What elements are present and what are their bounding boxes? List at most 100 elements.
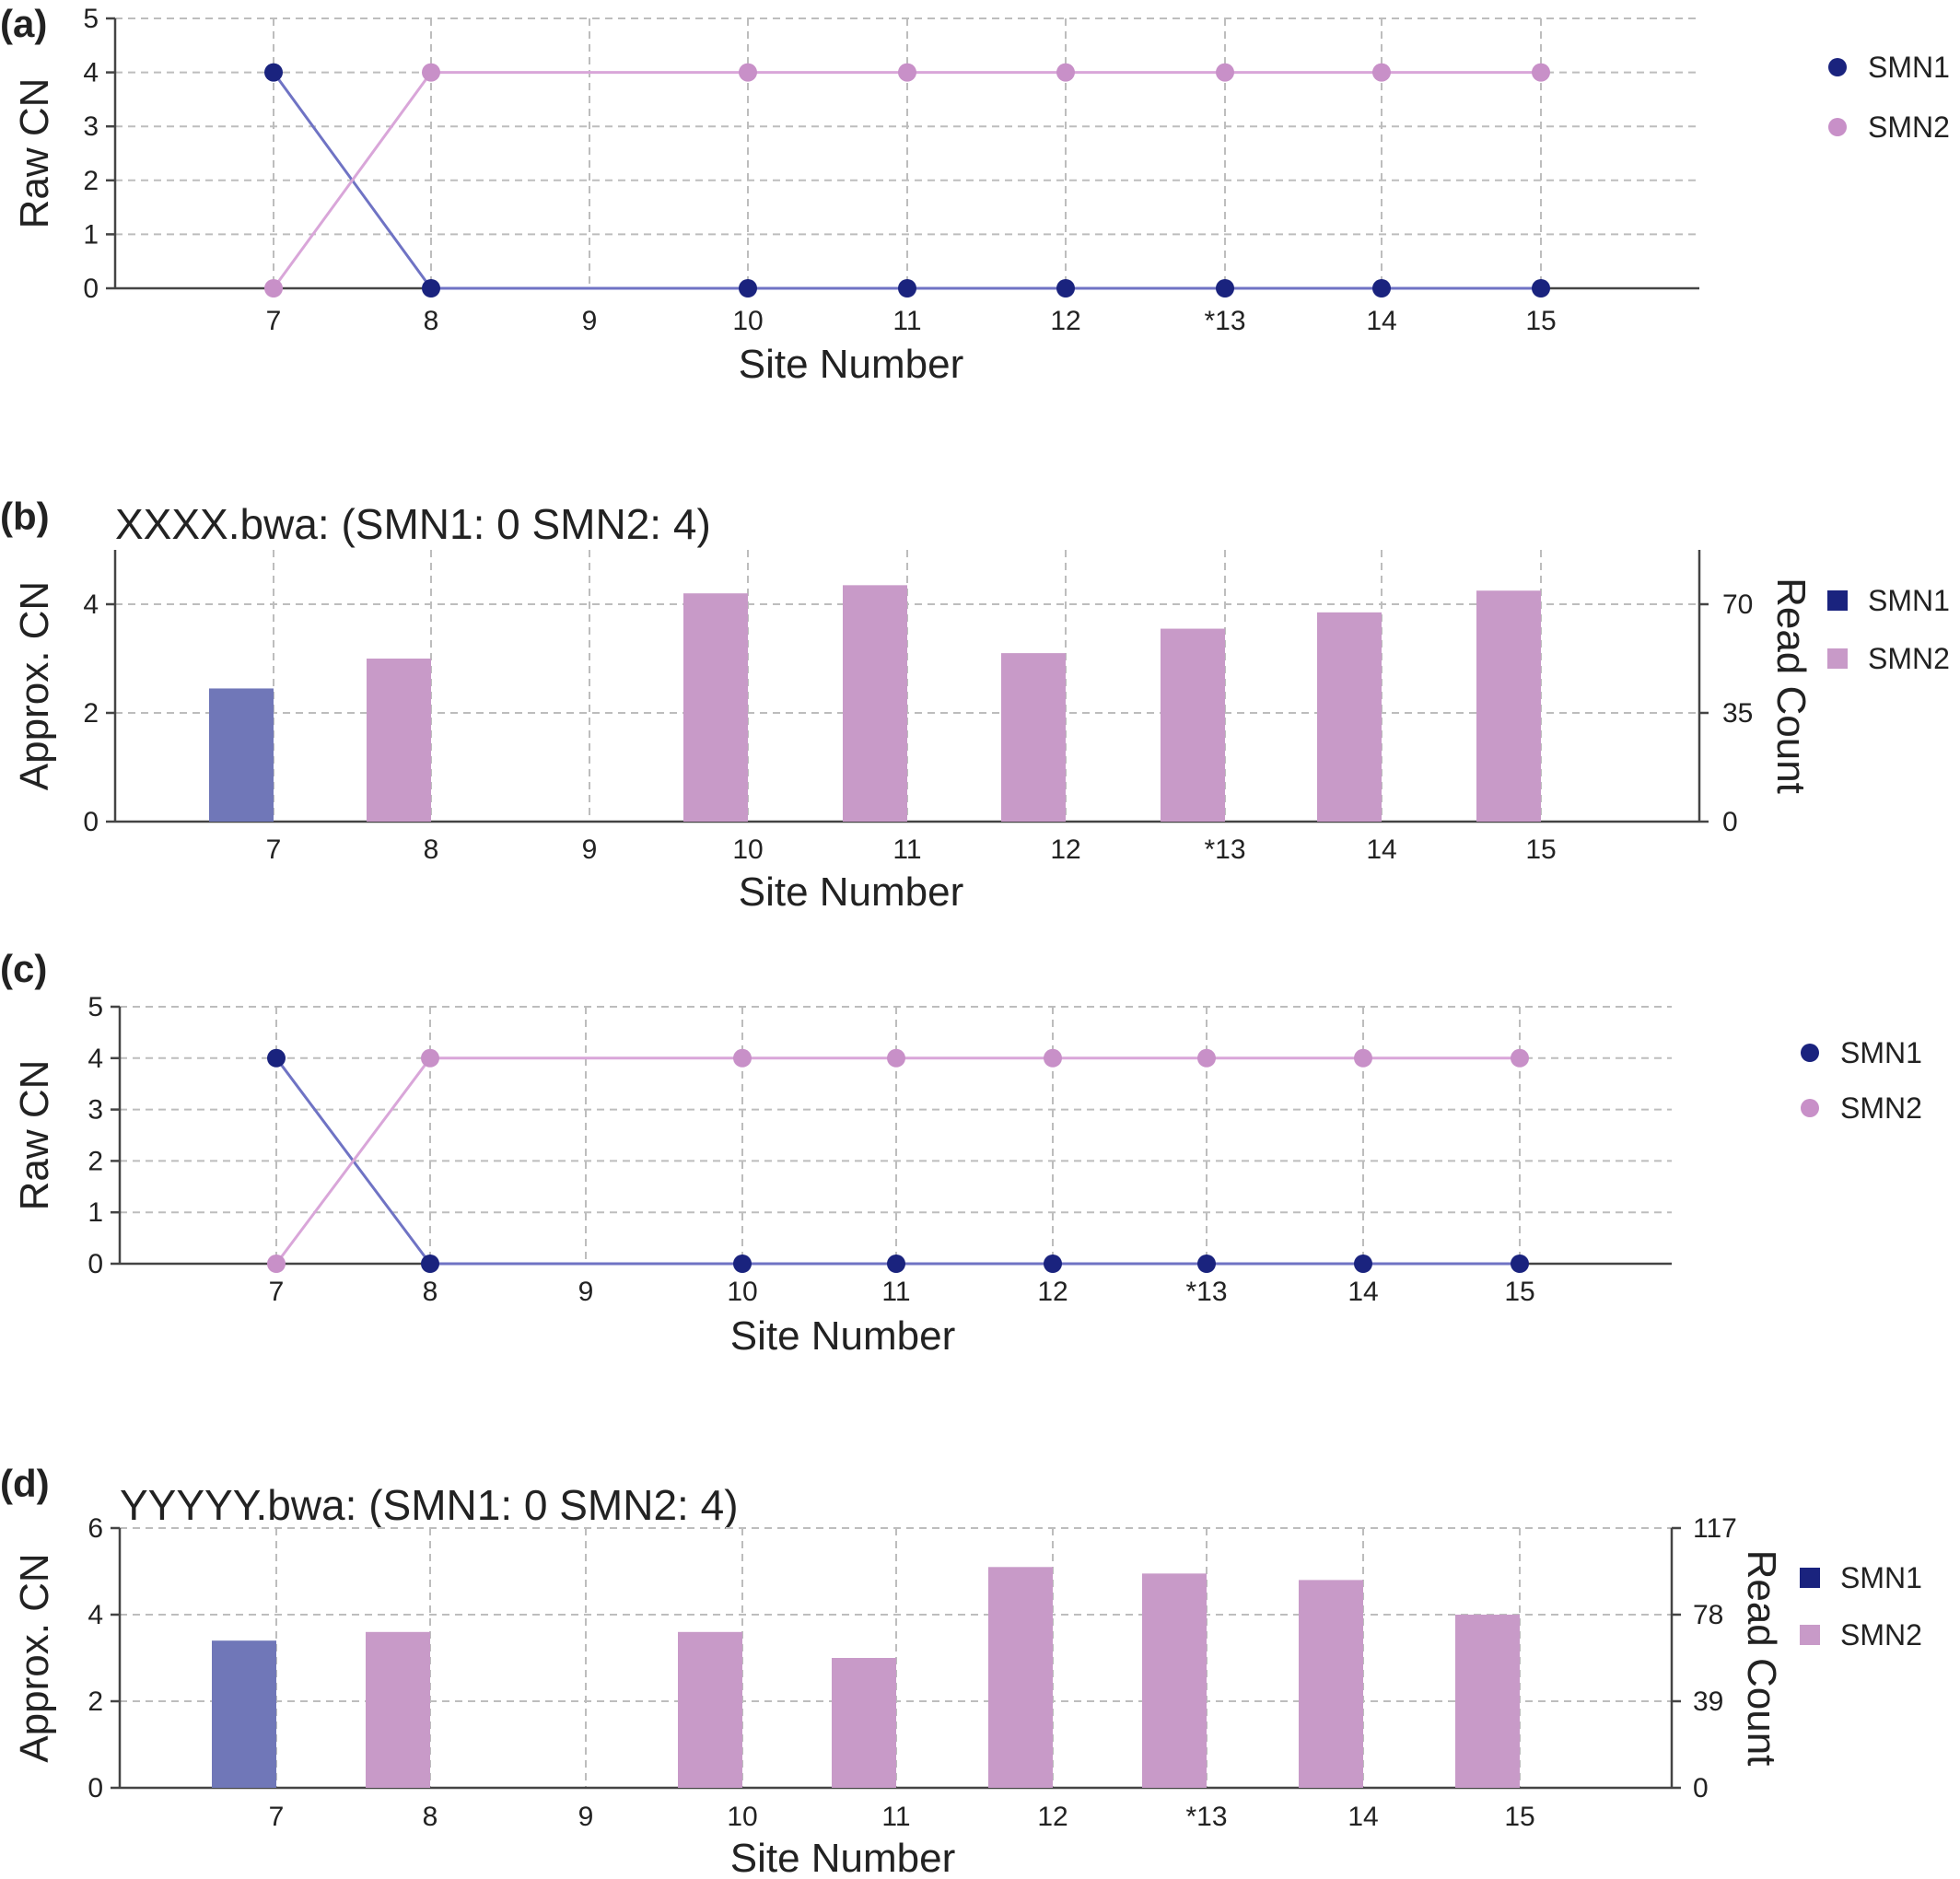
x-tick-label: 7	[266, 834, 282, 865]
y2-axis-label: Read Count	[1739, 1550, 1784, 1767]
data-point-smn2	[267, 1255, 286, 1273]
x-tick-label: 8	[423, 1802, 438, 1832]
data-point-smn2	[1044, 1048, 1062, 1068]
x-tick-label: 9	[578, 1277, 594, 1307]
chart-panel-2: (b) XXXX.bwa: (SMN1: 0 SMN2: 4) 0 2 4 7 8 9 10 11…	[0, 495, 1950, 915]
data-point-smn2	[1354, 1048, 1372, 1068]
legend-label-smn1: SMN1	[1868, 51, 1950, 84]
x-tick-label: 7	[269, 1802, 285, 1832]
x-tick-label: 12	[1050, 306, 1080, 336]
y-tick-label: 5	[88, 992, 103, 1022]
legend-marker-smn1	[1800, 1568, 1820, 1588]
data-point-smn2	[1511, 1048, 1529, 1068]
bar-smn1	[209, 688, 274, 822]
x-tick-label: 10	[732, 306, 763, 336]
data-point-smn1	[1216, 279, 1234, 298]
y-axis-label: Raw CN	[12, 1060, 57, 1211]
bar-smn2	[678, 1631, 742, 1788]
data-point-smn1	[1511, 1255, 1529, 1273]
y2-tick-label: 39	[1693, 1686, 1723, 1717]
y2-axis-label: Read Count	[1768, 578, 1814, 794]
data-point-smn2	[264, 279, 283, 298]
x-tick-label: *13	[1185, 1802, 1227, 1832]
data-point-smn1	[1056, 279, 1075, 298]
x-tick-label: 10	[727, 1277, 757, 1307]
y-tick-label: 4	[88, 1600, 103, 1630]
y-tick-label: 3	[83, 111, 99, 142]
data-point-smn2	[1056, 63, 1075, 82]
legend-marker-smn1	[1828, 58, 1847, 76]
data-point-smn1	[887, 1255, 905, 1273]
series-line-smn1	[274, 1056, 1520, 1266]
bar-smn2	[683, 593, 748, 822]
y-tick-label: 4	[83, 58, 99, 88]
bar-smn2	[1317, 612, 1382, 822]
x-tick-label: 7	[269, 1277, 285, 1307]
bar-smn2	[367, 659, 431, 822]
panel-label: (a)	[0, 2, 47, 45]
y-tick-label: 0	[88, 1249, 103, 1279]
data-point-smn1	[739, 279, 757, 298]
x-tick-label: 11	[892, 834, 921, 865]
legend-label-smn1: SMN1	[1840, 1036, 1922, 1069]
x-tick-label: *13	[1204, 834, 1245, 865]
x-tick-label: 8	[423, 1277, 438, 1307]
y2-tick-label: 0	[1722, 807, 1738, 837]
y-tick-label: 5	[83, 4, 99, 34]
legend-label-smn1: SMN1	[1840, 1561, 1922, 1594]
y-tick-label: 4	[83, 589, 99, 620]
y-tick-label: 3	[88, 1095, 103, 1126]
data-point-smn1	[1532, 279, 1550, 298]
y2-tick-label: 70	[1722, 589, 1753, 620]
legend-marker-smn2	[1828, 118, 1847, 136]
x-tick-label: 14	[1348, 1802, 1378, 1832]
legend-marker-smn2	[1800, 1625, 1820, 1645]
legend-label-smn2: SMN2	[1868, 642, 1950, 675]
y-tick-label: 2	[88, 1146, 103, 1176]
data-point-smn1	[733, 1255, 752, 1273]
data-point-smn1	[422, 279, 440, 298]
bar-smn2	[1476, 590, 1541, 822]
x-tick-label: 12	[1037, 1277, 1068, 1307]
bar-smn2	[832, 1658, 896, 1788]
x-axis-label: Site Number	[730, 1313, 956, 1359]
data-point-smn1	[267, 1048, 286, 1068]
y-tick-label: 1	[88, 1197, 103, 1228]
panel-label: (c)	[0, 947, 47, 990]
legend-label-smn1: SMN1	[1868, 584, 1950, 617]
y-tick-label: 0	[83, 807, 99, 837]
x-tick-label: 15	[1525, 834, 1556, 865]
y-axis-label: Raw CN	[12, 78, 57, 229]
x-tick-label: 11	[881, 1277, 910, 1307]
x-tick-label: 11	[892, 306, 921, 336]
legend-label-smn2: SMN2	[1840, 1618, 1922, 1651]
legend-label-smn2: SMN2	[1868, 111, 1950, 144]
data-point-smn2	[1532, 63, 1550, 82]
y-tick-label: 0	[88, 1773, 103, 1803]
bar-smn2	[1161, 628, 1225, 822]
y-tick-label: 6	[88, 1513, 103, 1544]
bar-smn2	[1001, 653, 1066, 822]
data-point-smn2	[739, 63, 757, 82]
x-tick-label: 10	[727, 1802, 757, 1832]
data-point-smn1	[264, 63, 283, 82]
data-point-smn2	[1372, 63, 1391, 82]
data-point-smn1	[898, 279, 916, 298]
data-point-smn1	[1044, 1255, 1062, 1273]
y-tick-label: 2	[83, 698, 99, 729]
data-point-smn1	[421, 1255, 439, 1273]
data-point-smn2	[422, 63, 440, 82]
x-tick-label: 12	[1050, 834, 1080, 865]
x-tick-label: 9	[582, 306, 598, 336]
y-tick-label: 4	[88, 1044, 103, 1074]
bar-smn2	[1142, 1573, 1207, 1788]
bar-smn2	[988, 1567, 1053, 1788]
bar-smn1	[212, 1640, 276, 1788]
y-tick-label: 2	[88, 1686, 103, 1717]
x-tick-label: *13	[1204, 306, 1245, 336]
legend-label-smn2: SMN2	[1840, 1091, 1922, 1125]
y-tick-label: 2	[83, 166, 99, 196]
